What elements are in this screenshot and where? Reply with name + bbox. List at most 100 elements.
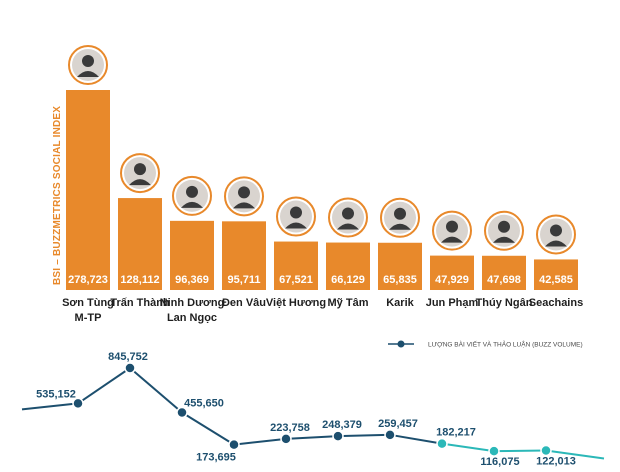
buzz-data-point bbox=[332, 430, 344, 442]
celebrity-avatar bbox=[68, 45, 108, 85]
buzz-value-label: 116,075 bbox=[480, 456, 519, 468]
bsi-bar bbox=[66, 90, 110, 290]
buzz-data-point bbox=[72, 397, 84, 410]
bsi-bar bbox=[326, 242, 370, 290]
legend-dot-swatch bbox=[397, 340, 405, 348]
avatar-head-shape bbox=[238, 186, 250, 199]
bsi-bar bbox=[170, 220, 214, 290]
bsi-bar bbox=[534, 259, 578, 290]
buzz-data-point bbox=[540, 444, 552, 457]
bsi-bar-value-label: 47,929 bbox=[435, 274, 469, 286]
bsi-bar-value-label: 67,521 bbox=[279, 274, 313, 286]
avatar-shoulders-shape bbox=[77, 71, 99, 77]
bsi-category-label: Việt Hương bbox=[266, 297, 326, 309]
buzz-value-label: 173,695 bbox=[196, 452, 236, 464]
celebrity-avatar bbox=[224, 176, 264, 217]
buzz-value-label: 259,457 bbox=[378, 418, 418, 430]
avatar-shoulders-shape bbox=[545, 240, 567, 247]
buzz-data-point bbox=[124, 362, 136, 374]
bsi-category-label: Jun Phạm bbox=[426, 297, 479, 309]
bsi-category-label: M-TP bbox=[75, 312, 102, 324]
buzz-data-point bbox=[280, 433, 292, 445]
buzz-value-label: 455,650 bbox=[184, 397, 224, 409]
bsi-category-label: Thúy Ngân bbox=[476, 297, 533, 309]
buzz-line-segment bbox=[77, 367, 131, 405]
avatar-shoulders-shape bbox=[337, 223, 359, 230]
celebrity-avatar bbox=[484, 210, 524, 251]
buzz-line-segment bbox=[285, 435, 339, 440]
buzz-line-tail bbox=[545, 449, 605, 460]
buzz-line-segment bbox=[337, 433, 391, 438]
buzz-data-point bbox=[488, 445, 500, 457]
bsi-category-label: Seachains bbox=[529, 297, 583, 309]
buzz-data-point bbox=[436, 437, 448, 450]
avatar-head-shape bbox=[186, 185, 198, 198]
buzz-value-label: 845,752 bbox=[108, 351, 148, 363]
celebrity-avatar bbox=[380, 197, 420, 238]
bsi-category-label: Ninh Dương bbox=[160, 297, 225, 309]
bsi-bar-value-label: 47,698 bbox=[487, 274, 521, 286]
avatar-shoulders-shape bbox=[181, 201, 203, 208]
bsi-bar-chart: BSI – BUZZMETRICS SOCIAL INDEX 278,723 Sơn… bbox=[52, 45, 583, 324]
legend-series-label: LƯỢNG BÀI VIẾT VÀ THẢO LUẬN (BUZZ VOLUME… bbox=[428, 339, 583, 349]
avatar-head-shape bbox=[498, 220, 510, 233]
bsi-bar bbox=[378, 242, 422, 290]
buzz-line-segment bbox=[493, 449, 547, 453]
avatar-shoulders-shape bbox=[389, 223, 411, 230]
buzz-value-label: 223,758 bbox=[270, 422, 310, 434]
buzz-data-point bbox=[384, 429, 396, 441]
celebrity-avatar bbox=[536, 214, 576, 255]
avatar-shoulders-shape bbox=[129, 179, 151, 186]
avatar-head-shape bbox=[290, 206, 302, 219]
buzz-line-segment bbox=[181, 411, 235, 446]
bsi-bar-value-label: 66,129 bbox=[331, 274, 365, 286]
bsi-category-label: Lan Ngọc bbox=[167, 312, 217, 324]
bsi-bar bbox=[222, 221, 266, 290]
bsi-category-label: Karik bbox=[386, 297, 414, 309]
bsi-bar bbox=[118, 198, 162, 290]
bsi-category-label: Trấn Thành bbox=[110, 297, 170, 309]
bsi-bar bbox=[430, 255, 474, 290]
bsi-bar bbox=[482, 255, 526, 290]
bsi-bar-value-label: 42,585 bbox=[539, 274, 573, 286]
buzz-line-segment bbox=[441, 442, 495, 453]
buzz-data-point bbox=[228, 438, 240, 451]
bsi-bar-value-label: 65,835 bbox=[383, 274, 417, 286]
buzz-line-segment bbox=[233, 437, 287, 446]
bsi-category-label: Đen Vâu bbox=[222, 297, 266, 309]
bsi-bar-value-label: 95,711 bbox=[227, 274, 260, 286]
celebrity-avatar bbox=[276, 196, 316, 237]
celebrity-avatar bbox=[432, 210, 472, 251]
buzz-value-label: 182,217 bbox=[436, 427, 476, 439]
avatar-head-shape bbox=[82, 55, 94, 67]
buzz-line-lead bbox=[21, 402, 79, 411]
bsi-bar bbox=[274, 241, 318, 290]
buzz-data-point bbox=[176, 406, 188, 419]
bsi-bar-value-label: 96,369 bbox=[175, 274, 209, 286]
buzz-line-segment bbox=[389, 433, 443, 445]
celebrity-avatar bbox=[328, 197, 368, 238]
celebrity-avatar bbox=[120, 153, 160, 194]
buzz-value-label: 122,013 bbox=[536, 455, 576, 467]
avatar-shoulders-shape bbox=[233, 202, 255, 209]
celebrity-avatar bbox=[172, 175, 212, 216]
bsi-category-label: Mỹ Tâm bbox=[328, 297, 369, 309]
avatar-head-shape bbox=[446, 220, 458, 233]
avatar-head-shape bbox=[134, 163, 146, 176]
bsi-category-label: Sơn Tùng bbox=[62, 297, 114, 309]
bsi-axis-label: BSI – BUZZMETRICS SOCIAL INDEX bbox=[52, 106, 63, 285]
buzz-value-label: 535,152 bbox=[36, 388, 76, 400]
buzz-volume-line-chart: 535,152 845,752 455,650 173,695 223,758 248,3… bbox=[21, 351, 605, 468]
avatar-shoulders-shape bbox=[441, 236, 463, 243]
buzz-line-segment bbox=[129, 367, 183, 414]
bsi-bar-value-label: 128,112 bbox=[120, 274, 159, 286]
avatar-head-shape bbox=[342, 207, 354, 220]
bsi-bar-value-label: 278,723 bbox=[68, 274, 108, 286]
avatar-shoulders-shape bbox=[493, 236, 515, 243]
avatar-head-shape bbox=[550, 224, 562, 237]
avatar-shoulders-shape bbox=[285, 222, 307, 229]
avatar-head-shape bbox=[394, 207, 406, 220]
buzz-value-label: 248,379 bbox=[322, 419, 362, 431]
chart-legend: LƯỢNG BÀI VIẾT VÀ THẢO LUẬN (BUZZ VOLUME… bbox=[388, 339, 583, 349]
